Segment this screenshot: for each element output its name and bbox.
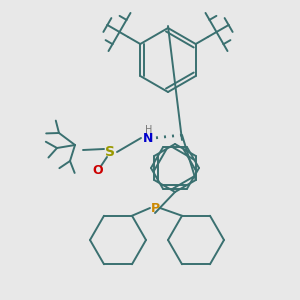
Text: H: H <box>145 125 153 135</box>
Text: O: O <box>93 164 103 176</box>
Text: P: P <box>150 202 160 214</box>
Text: S: S <box>105 145 115 159</box>
Text: N: N <box>143 131 153 145</box>
